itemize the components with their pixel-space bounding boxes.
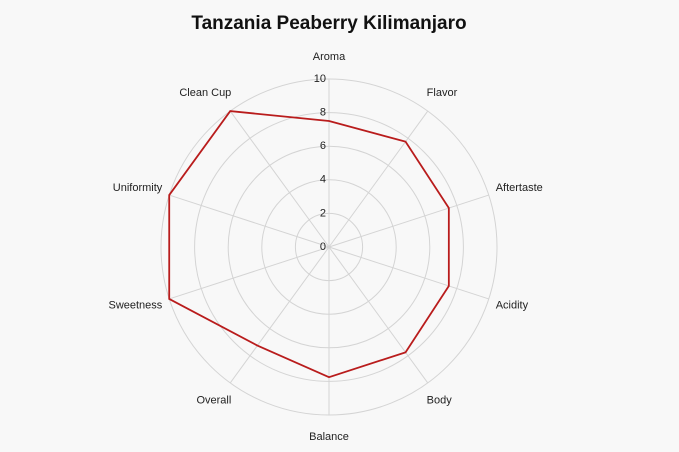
r-tick-label: 4 [320, 174, 326, 186]
r-tick-label: 6 [320, 140, 326, 152]
spoke [229, 110, 330, 248]
spoke [328, 194, 489, 248]
chart-title: Tanzania Peaberry Kilimanjaro [191, 13, 466, 34]
spoke [328, 246, 489, 300]
axis-label: Clean Cup [179, 87, 231, 99]
axis-label: Body [427, 395, 453, 407]
axis-label: Sweetness [108, 300, 162, 312]
r-tick-label: 10 [314, 73, 326, 85]
spoke [169, 246, 330, 300]
axis-label: Uniformity [113, 182, 163, 194]
axis-label: Overall [196, 395, 231, 407]
axis-label: Balance [309, 431, 349, 443]
axis-label: Flavor [427, 87, 458, 99]
r-tick-label: 2 [320, 207, 326, 219]
axis-label: Aftertaste [496, 182, 543, 194]
r-tick-label: 0 [320, 241, 326, 253]
spoke [328, 246, 429, 384]
spoke [169, 194, 330, 248]
spoke [328, 110, 429, 248]
data-polygon [168, 110, 450, 379]
axis-label: Aroma [313, 51, 346, 63]
axis-label: Acidity [496, 300, 529, 312]
spoke [229, 246, 330, 384]
r-tick-label: 8 [320, 107, 326, 119]
